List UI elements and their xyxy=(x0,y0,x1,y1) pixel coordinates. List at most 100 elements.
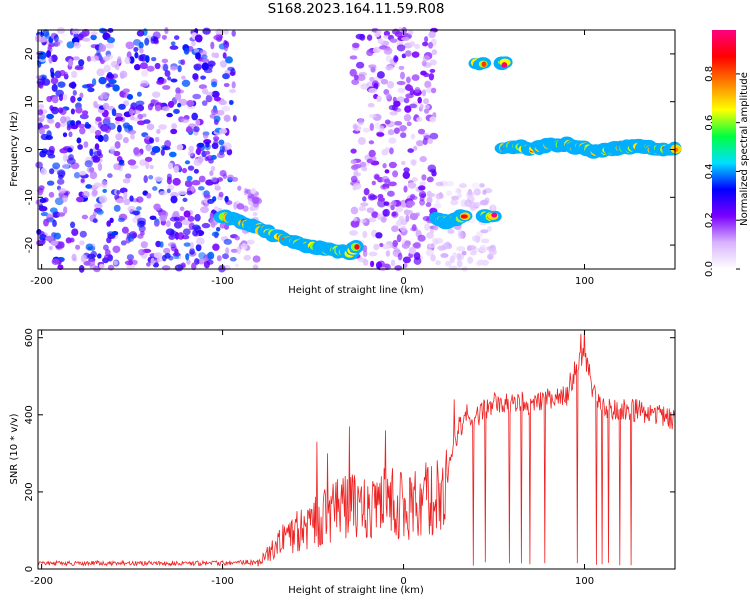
heatmap-cell xyxy=(401,36,410,41)
heatmap-cell xyxy=(174,232,180,240)
heatmap-cell xyxy=(413,145,418,151)
heatmap-cell xyxy=(397,252,403,261)
heatmap-cell xyxy=(103,254,113,260)
heatmap-cell xyxy=(374,174,380,180)
heatmap-cell xyxy=(392,239,399,248)
heatmap-cell xyxy=(403,209,411,216)
heatmap-cell xyxy=(352,163,362,169)
heatmap-cell xyxy=(70,95,76,103)
heatmap-cell xyxy=(437,245,446,251)
heatmap-cell xyxy=(133,116,140,122)
heatmap-cell xyxy=(146,65,155,72)
heatmap-cell xyxy=(438,191,443,198)
heatmap-cell xyxy=(91,78,97,86)
heatmap-cell xyxy=(93,218,98,223)
heatmap-cell xyxy=(387,181,397,187)
heatmap-cell xyxy=(46,130,52,137)
heatmap-cell xyxy=(86,55,92,62)
heatmap-cell xyxy=(491,212,498,218)
heatmap-cell xyxy=(68,58,74,67)
heatmap-cell xyxy=(169,45,179,50)
heatmap-cell xyxy=(153,252,163,259)
heatmap-cell xyxy=(93,182,102,188)
heatmap-cell xyxy=(379,242,384,248)
heatmap-cell xyxy=(501,62,508,68)
snr-frame xyxy=(37,329,676,570)
heatmap-cell xyxy=(108,78,117,85)
heatmap-cell xyxy=(445,180,455,187)
heatmap-cell xyxy=(183,47,190,55)
heatmap-cell xyxy=(79,113,89,120)
heatmap-cell xyxy=(176,144,184,151)
heatmap-cell xyxy=(40,114,46,120)
heatmap-cells xyxy=(35,26,682,273)
heatmap-cell xyxy=(404,50,412,57)
heatmap-y-axis-label: Frequency (Hz) xyxy=(9,111,20,187)
heatmap-cell xyxy=(205,141,210,148)
heatmap-cell xyxy=(252,264,259,270)
heatmap-cell xyxy=(371,156,377,161)
heatmap-cell xyxy=(146,192,152,199)
heatmap-cell xyxy=(467,245,477,251)
heatmap-cell xyxy=(75,106,83,114)
heatmap-cell xyxy=(181,79,191,87)
heatmap-cell xyxy=(66,41,75,49)
heatmap-cell xyxy=(426,196,433,204)
heatmap-cell xyxy=(400,132,407,139)
heatmap-cell xyxy=(97,163,103,171)
heatmap-cell xyxy=(126,93,134,100)
heatmap-cell xyxy=(213,52,220,59)
heatmap-cell xyxy=(140,70,149,77)
heatmap-cell xyxy=(181,167,188,174)
heatmap-cell xyxy=(194,34,203,43)
heatmap-cell xyxy=(145,55,150,63)
heatmap-cell xyxy=(471,182,481,190)
heatmap-cell xyxy=(377,38,384,45)
heatmap-cell xyxy=(396,44,406,52)
heatmap-cell xyxy=(380,184,387,190)
heatmap-cell xyxy=(123,198,131,206)
heatmap-cell xyxy=(201,100,208,106)
heatmap-cell xyxy=(403,97,410,104)
heatmap-cell xyxy=(144,134,150,140)
heatmap-cell xyxy=(188,222,195,231)
heatmap-cell xyxy=(185,253,190,261)
heatmap-cell xyxy=(213,96,221,102)
heatmap-cell xyxy=(382,243,391,250)
heatmap-cell xyxy=(114,141,121,149)
heatmap-cell xyxy=(396,80,406,86)
heatmap-cell xyxy=(396,96,406,103)
heatmap-cell xyxy=(231,176,239,182)
heatmap-cell xyxy=(204,150,211,155)
y-tick-label: 10 xyxy=(24,95,35,108)
heatmap-cell xyxy=(151,56,157,62)
heatmap-cell xyxy=(366,34,373,41)
heatmap-cell xyxy=(143,175,148,184)
heatmap-cell xyxy=(113,150,121,157)
heatmap-cell xyxy=(359,161,367,168)
heatmap-cell xyxy=(428,73,435,81)
heatmap-cell xyxy=(422,137,428,146)
heatmap-cell xyxy=(353,172,362,177)
heatmap-cell xyxy=(117,217,125,223)
heatmap-cell xyxy=(398,215,405,222)
heatmap-cell xyxy=(89,246,96,252)
heatmap-cell xyxy=(350,175,358,183)
heatmap-cell xyxy=(118,103,126,110)
heatmap-cell xyxy=(60,116,67,124)
heatmap-cell xyxy=(37,109,44,116)
heatmap-cell xyxy=(48,191,55,198)
heatmap-cell xyxy=(218,191,224,198)
heatmap-cell xyxy=(94,129,102,137)
heatmap-cell xyxy=(85,184,93,189)
heatmap-cell xyxy=(407,182,417,189)
heatmap-cell xyxy=(187,215,195,222)
heatmap-cell xyxy=(405,76,411,84)
heatmap-cell xyxy=(166,112,173,118)
heatmap-cell xyxy=(467,256,474,264)
heatmap-cell xyxy=(161,58,169,64)
heatmap-cell xyxy=(154,62,161,70)
heatmap-cell xyxy=(420,193,427,198)
heatmap-cell xyxy=(203,194,211,199)
heatmap-cell xyxy=(84,121,90,129)
